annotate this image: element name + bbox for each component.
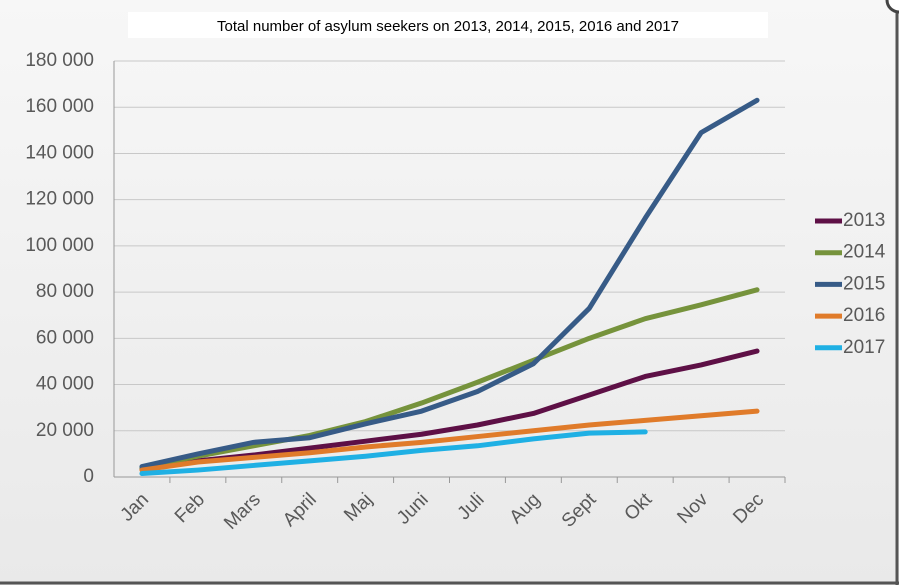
line-series (139, 97, 760, 470)
y-tick-label: 80 000 (36, 281, 94, 302)
legend-label: 2017 (843, 337, 885, 358)
line-series (139, 287, 760, 471)
close-icon[interactable] (885, 0, 899, 14)
legend-label: 2015 (843, 273, 885, 294)
line-series (139, 429, 648, 477)
y-tick-label: 120 000 (25, 189, 94, 210)
y-tick-label: 160 000 (25, 96, 94, 117)
y-tick-label: 0 (83, 466, 94, 487)
legend-label: 2013 (843, 210, 885, 231)
legend-label: 2016 (843, 305, 885, 326)
legend-label: 2014 (843, 242, 886, 263)
y-tick-label: 100 000 (25, 235, 94, 256)
y-tick-label: 60 000 (36, 327, 94, 348)
y-tick-label: 20 000 (36, 420, 94, 441)
line-series (139, 408, 760, 473)
y-tick-label: 40 000 (36, 374, 94, 395)
chart-title: Total number of asylum seekers on 2013, … (217, 18, 679, 35)
y-tick-label: 140 000 (25, 142, 94, 163)
title-box (128, 12, 768, 38)
y-tick-label: 180 000 (25, 50, 94, 71)
